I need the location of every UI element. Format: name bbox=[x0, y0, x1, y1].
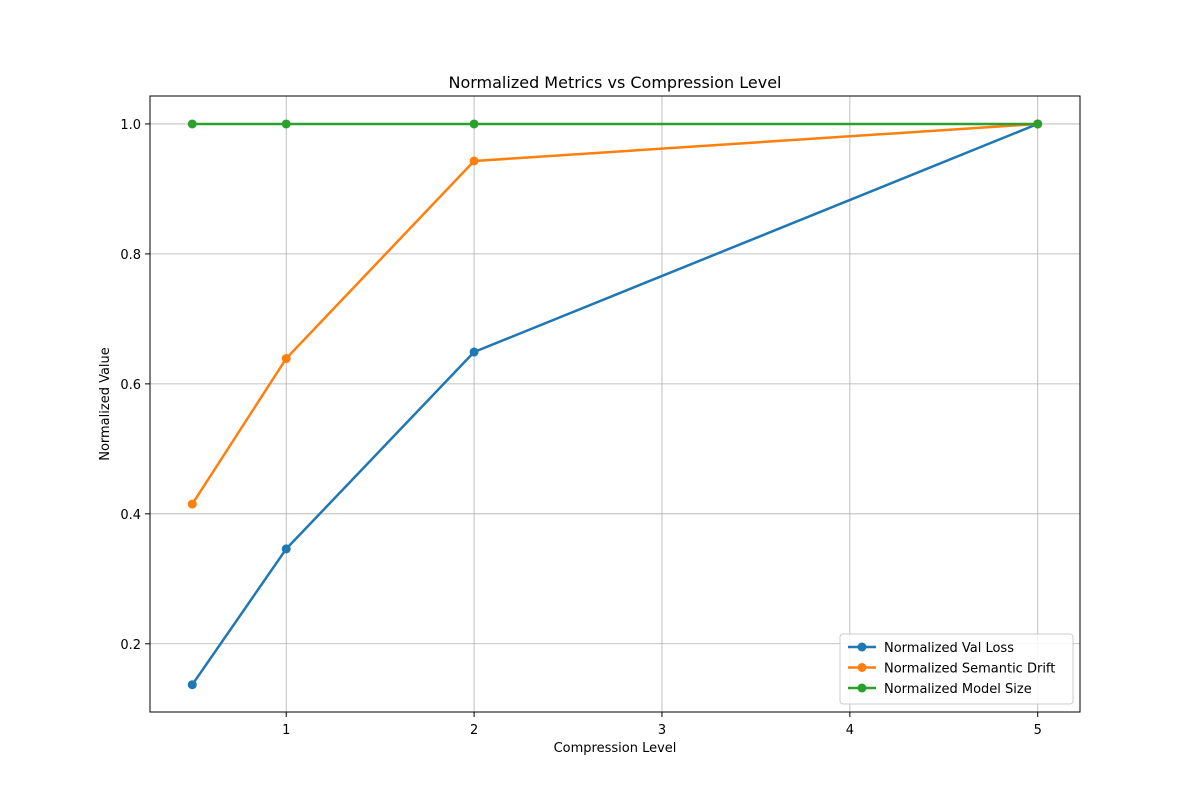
chart-title: Normalized Metrics vs Compression Level bbox=[448, 73, 781, 92]
legend-marker bbox=[857, 683, 867, 693]
legend-item: Normalized Model Size bbox=[848, 682, 1032, 697]
y-tick-label: 0.4 bbox=[120, 508, 141, 523]
data-point bbox=[469, 156, 479, 166]
y-tick-label: 0.2 bbox=[120, 638, 141, 653]
plot-series bbox=[187, 119, 1043, 690]
data-point bbox=[187, 499, 197, 509]
series-1 bbox=[187, 119, 1043, 690]
legend-label: Normalized Val Loss bbox=[884, 641, 1014, 656]
data-point bbox=[281, 119, 291, 129]
series-3 bbox=[187, 119, 1043, 129]
axis-ticks: 1 2 3 4 5 0.2 0.4 0.6 0.8 1.0 bbox=[120, 118, 1042, 738]
legend-item: Normalized Val Loss bbox=[848, 641, 1014, 656]
legend-item: Normalized Semantic Drift bbox=[848, 662, 1055, 677]
data-point bbox=[1033, 119, 1043, 129]
legend-box bbox=[839, 633, 1074, 705]
series-line bbox=[191, 122, 1038, 505]
x-tick-label: 4 bbox=[846, 723, 854, 738]
grid bbox=[150, 96, 1080, 712]
legend-marker bbox=[857, 642, 867, 652]
x-axis-label: Compression Level bbox=[554, 741, 677, 756]
x-tick-label: 1 bbox=[282, 723, 290, 738]
legend: Normalized Val Loss Normalized Semantic D… bbox=[839, 633, 1074, 705]
legend-label: Normalized Model Size bbox=[884, 682, 1032, 697]
y-axis-label: Normalized Value bbox=[98, 347, 113, 461]
data-point bbox=[187, 119, 197, 129]
x-tick-label: 2 bbox=[470, 723, 478, 738]
series-line bbox=[191, 122, 1039, 686]
x-tick-label: 5 bbox=[1034, 723, 1042, 738]
y-tick-label: 0.6 bbox=[120, 378, 141, 393]
x-tick-label: 3 bbox=[658, 723, 666, 738]
data-point bbox=[281, 544, 291, 554]
legend-marker bbox=[857, 663, 867, 672]
data-point bbox=[187, 680, 197, 690]
y-tick-label: 0.8 bbox=[120, 248, 141, 263]
plot-frame bbox=[149, 95, 1081, 713]
data-point bbox=[469, 119, 479, 129]
legend-label: Normalized Semantic Drift bbox=[884, 662, 1055, 677]
data-point bbox=[469, 347, 479, 357]
y-tick-label: 1.0 bbox=[120, 118, 141, 133]
data-point bbox=[281, 354, 291, 364]
series-2 bbox=[187, 119, 1043, 509]
